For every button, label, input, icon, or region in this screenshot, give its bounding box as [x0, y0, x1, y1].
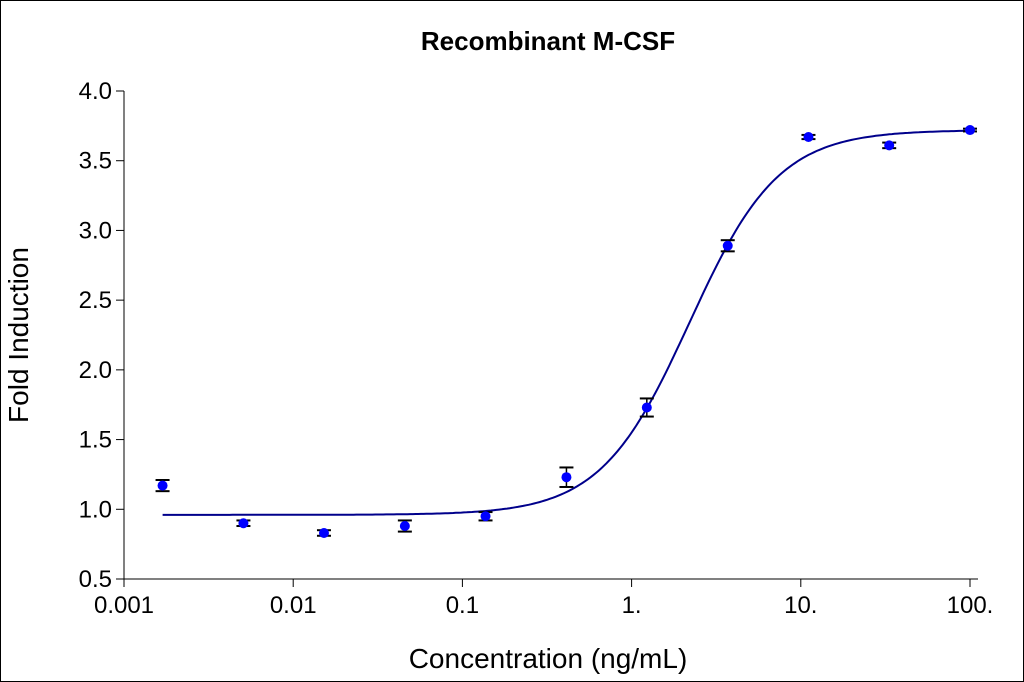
- y-tick-label: 1.5: [79, 427, 112, 454]
- y-tick-label: 3.5: [79, 148, 112, 175]
- x-tick-label: 0.001: [94, 592, 154, 619]
- data-point: [399, 521, 410, 532]
- data-point-group: [316, 527, 331, 538]
- data-point: [561, 472, 572, 483]
- fit-curve: [162, 129, 971, 516]
- y-tick-label: 0.5: [79, 566, 112, 593]
- data-point-group: [963, 125, 977, 136]
- data-point-group: [397, 519, 412, 533]
- data-point-group: [236, 518, 251, 529]
- x-tick-label: 10.: [784, 592, 817, 619]
- x-tick-label: 1.: [622, 592, 642, 619]
- y-tick-label: 4.0: [79, 78, 112, 105]
- data-point-group: [155, 479, 170, 493]
- data-point-group: [478, 511, 493, 522]
- y-tick-label: 1.0: [79, 496, 112, 523]
- data-point-group: [720, 239, 735, 253]
- data-point-group: [559, 466, 574, 488]
- y-tick-label: 3.0: [79, 217, 112, 244]
- y-axis-label: Fold Induction: [3, 247, 34, 423]
- data-point-group: [882, 140, 897, 151]
- y-tick-label: 2.5: [79, 287, 112, 314]
- y-tick-label: 2.0: [79, 357, 112, 384]
- x-tick-label: 0.01: [270, 592, 317, 619]
- data-point: [238, 518, 249, 529]
- data-point: [480, 511, 491, 522]
- data-point: [884, 140, 895, 151]
- data-point-group: [801, 132, 816, 143]
- data-point: [722, 240, 733, 251]
- chart-title: Recombinant M-CSF: [421, 26, 675, 56]
- data-point: [965, 125, 975, 136]
- data-point: [318, 527, 329, 538]
- data-point: [157, 480, 168, 491]
- data-point: [641, 402, 652, 413]
- x-tick-label: 0.1: [446, 592, 479, 619]
- data-point: [803, 132, 814, 143]
- data-point-group: [639, 397, 654, 418]
- x-axis-label: Concentration (ng/mL): [409, 643, 688, 674]
- x-tick-label: 100.: [947, 592, 994, 619]
